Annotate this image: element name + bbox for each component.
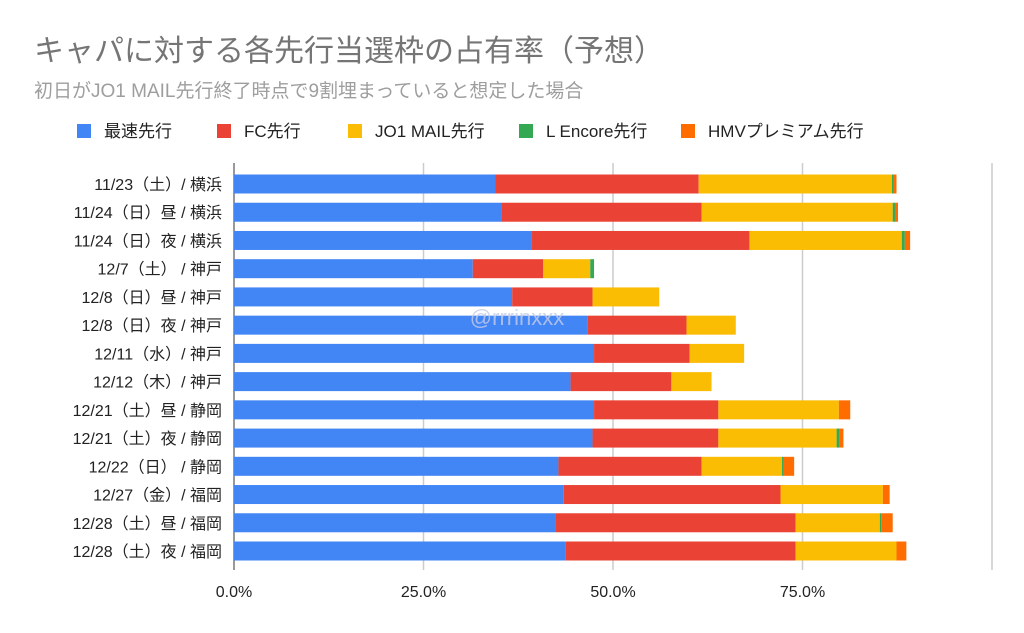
- x-tick-label: 0.0%: [216, 584, 252, 601]
- category-label: 11/24（日）昼 / 横浜: [74, 204, 222, 222]
- bar-segment: [495, 174, 699, 194]
- legend-swatch: [519, 124, 533, 138]
- bar-segment: [472, 259, 544, 279]
- bar-segment: [501, 202, 702, 222]
- bar-segment: [234, 513, 556, 533]
- bar-segment: [592, 287, 660, 307]
- bar-segment: [234, 400, 595, 420]
- bar-segment: [701, 202, 893, 222]
- bar-segment: [234, 287, 513, 307]
- bar-segment: [234, 372, 571, 392]
- legend-label: L Encore先行: [546, 122, 647, 141]
- category-label: 12/11（水）/ 神戸: [94, 345, 222, 363]
- bar-segment: [882, 485, 890, 505]
- legend-label: FC先行: [244, 122, 301, 141]
- bar-segment: [512, 287, 593, 307]
- category-label: 12/22（日） / 静岡: [89, 458, 222, 476]
- bar-segment: [904, 230, 911, 250]
- chart-subtitle: 初日がJO1 MAIL先行終了時点で9割埋まっていると想定した場合: [34, 81, 584, 102]
- x-tick-label: 50.0%: [590, 584, 635, 601]
- category-label: 12/7（土） / 神戸: [98, 261, 222, 279]
- legend-swatch: [348, 124, 362, 138]
- bar-segment: [594, 343, 690, 363]
- x-tick-label: 75.0%: [780, 584, 825, 601]
- bar-segment: [839, 428, 844, 448]
- bar-segment: [234, 230, 532, 250]
- bar-segment: [234, 541, 566, 561]
- legend-swatch: [217, 124, 231, 138]
- category-label: 12/12（木）/ 神戸: [93, 374, 222, 392]
- bar-segment: [558, 456, 702, 476]
- bar-segment: [234, 456, 559, 476]
- bar-segment: [689, 343, 745, 363]
- watermark: @rrrinxxx: [470, 305, 564, 330]
- category-label: 12/8（日）昼 / 神戸: [82, 289, 222, 307]
- bar-segment: [234, 485, 564, 505]
- bar-segment: [879, 513, 882, 533]
- bar-segment: [531, 230, 750, 250]
- bar-segment: [671, 372, 712, 392]
- chart-title: キャパに対する各先行当選枠の占有率（予想）: [34, 35, 664, 68]
- bar-segment: [592, 428, 719, 448]
- bar-segment: [749, 230, 902, 250]
- bar-segment: [234, 428, 593, 448]
- bar-segment: [891, 174, 894, 194]
- legend-label: JO1 MAIL先行: [375, 122, 485, 141]
- bar-segment: [555, 513, 796, 533]
- bar-segment: [894, 202, 899, 222]
- bar-segment: [780, 485, 883, 505]
- category-label: 12/8（日）夜 / 神戸: [82, 317, 222, 335]
- category-label: 12/28（土）昼 / 福岡: [73, 515, 222, 533]
- legend-swatch: [77, 124, 91, 138]
- bar-segment: [587, 315, 687, 335]
- bar-segment: [881, 513, 893, 533]
- bar-segment: [718, 400, 839, 420]
- category-label: 12/21（土）夜 / 静岡: [73, 430, 222, 448]
- bar-segment: [836, 428, 840, 448]
- bar-segment: [570, 372, 672, 392]
- bar-segment: [795, 513, 880, 533]
- bar-segment: [901, 230, 905, 250]
- bar-segment: [234, 202, 502, 222]
- category-label: 12/28（土）夜 / 福岡: [73, 543, 222, 561]
- bar-segment: [698, 174, 892, 194]
- legend-swatch: [681, 124, 695, 138]
- bar-segment: [234, 174, 496, 194]
- category-label: 11/23（土）/ 横浜: [94, 176, 222, 194]
- bar-segment: [590, 259, 595, 279]
- bar-segment: [783, 456, 795, 476]
- bar-segment: [795, 541, 897, 561]
- bar-segment: [234, 259, 473, 279]
- bar-segment: [838, 400, 851, 420]
- bar-segment: [892, 202, 895, 222]
- bar-segment: [594, 400, 719, 420]
- bar-segment: [563, 485, 781, 505]
- bar-segment: [896, 541, 907, 561]
- bar-segment: [701, 456, 783, 476]
- category-label: 12/27（金）/ 福岡: [93, 487, 222, 505]
- x-tick-label: 25.0%: [401, 584, 446, 601]
- bar-segment: [893, 174, 897, 194]
- legend-label: 最速先行: [104, 122, 172, 141]
- bar-segment: [718, 428, 837, 448]
- category-label: 12/21（土）昼 / 静岡: [73, 402, 222, 420]
- bar-segment: [543, 259, 591, 279]
- bar-segment: [565, 541, 796, 561]
- legend-label: HMVプレミアム先行: [708, 122, 864, 141]
- bar-segment: [782, 456, 784, 476]
- category-label: 11/24（日）夜 / 横浜: [74, 232, 222, 250]
- bar-segment: [234, 315, 588, 335]
- bar-segment: [686, 315, 736, 335]
- bar-segment: [234, 343, 595, 363]
